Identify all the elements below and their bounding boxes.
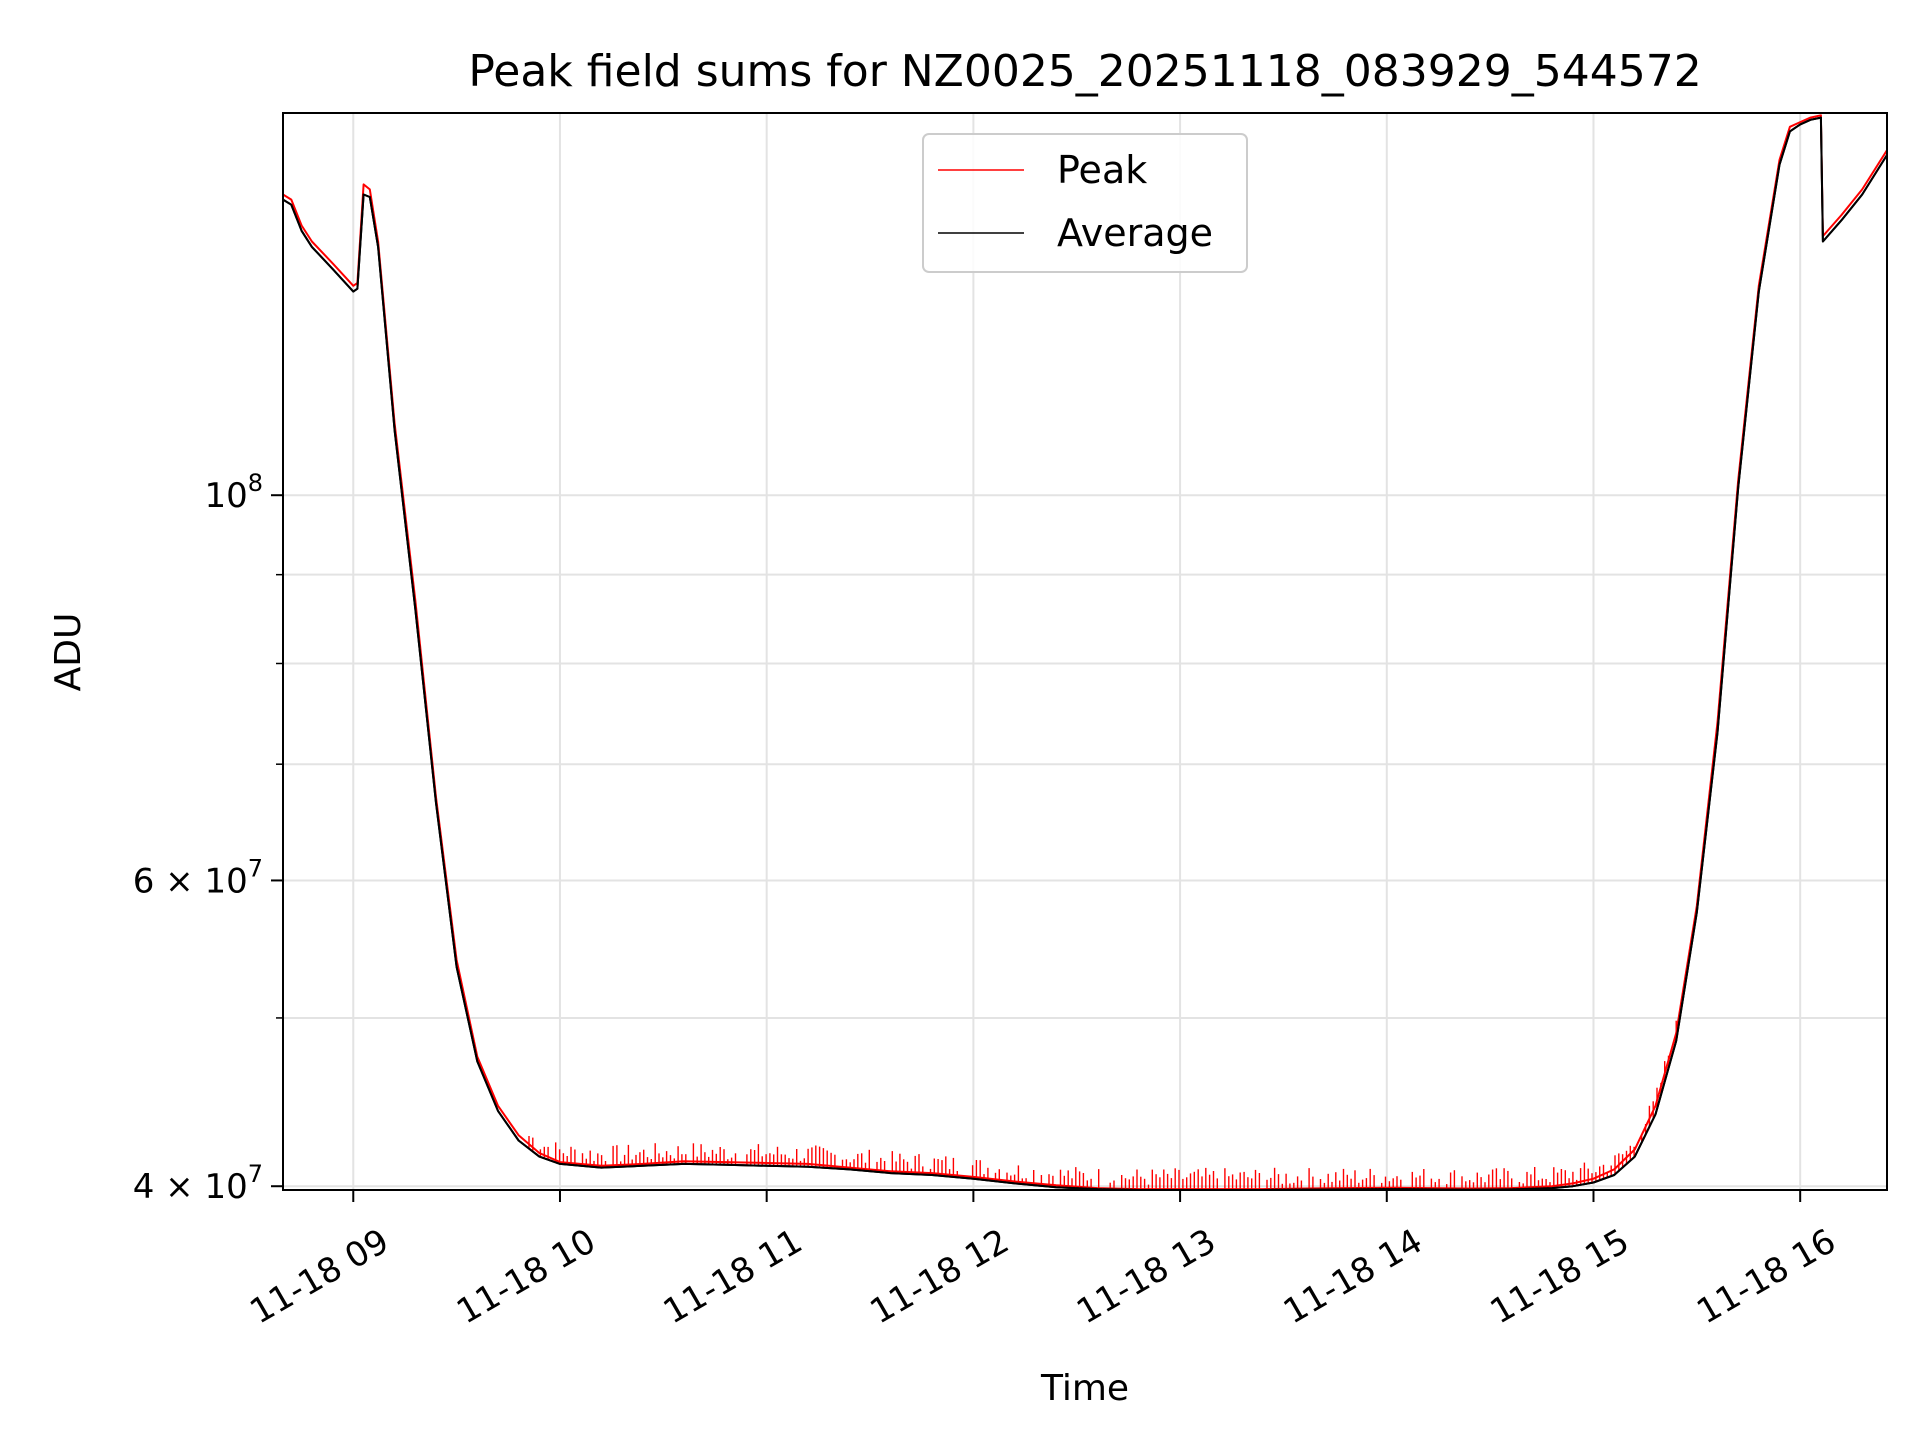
plot-frame: [282, 112, 1888, 1191]
grid: [283, 113, 1887, 1190]
average-series-line: [282, 116, 1888, 1191]
y-tick-label: 108: [204, 469, 263, 516]
x-axis-label: Time: [1040, 1368, 1129, 1409]
peak-spikes: [282, 116, 1888, 1191]
y-tick-label: 6 × 107: [133, 854, 263, 901]
legend: Peak Average: [922, 133, 1248, 273]
legend-box: [922, 133, 1248, 273]
chart-title: Peak field sums for NZ0025_20251118_0839…: [468, 46, 1701, 97]
legend-label-peak: Peak: [1057, 148, 1147, 192]
legend-label-average: Average: [1057, 211, 1213, 255]
y-tick-label: 4 × 107: [133, 1160, 263, 1207]
y-axis-label: ADU: [48, 613, 89, 692]
